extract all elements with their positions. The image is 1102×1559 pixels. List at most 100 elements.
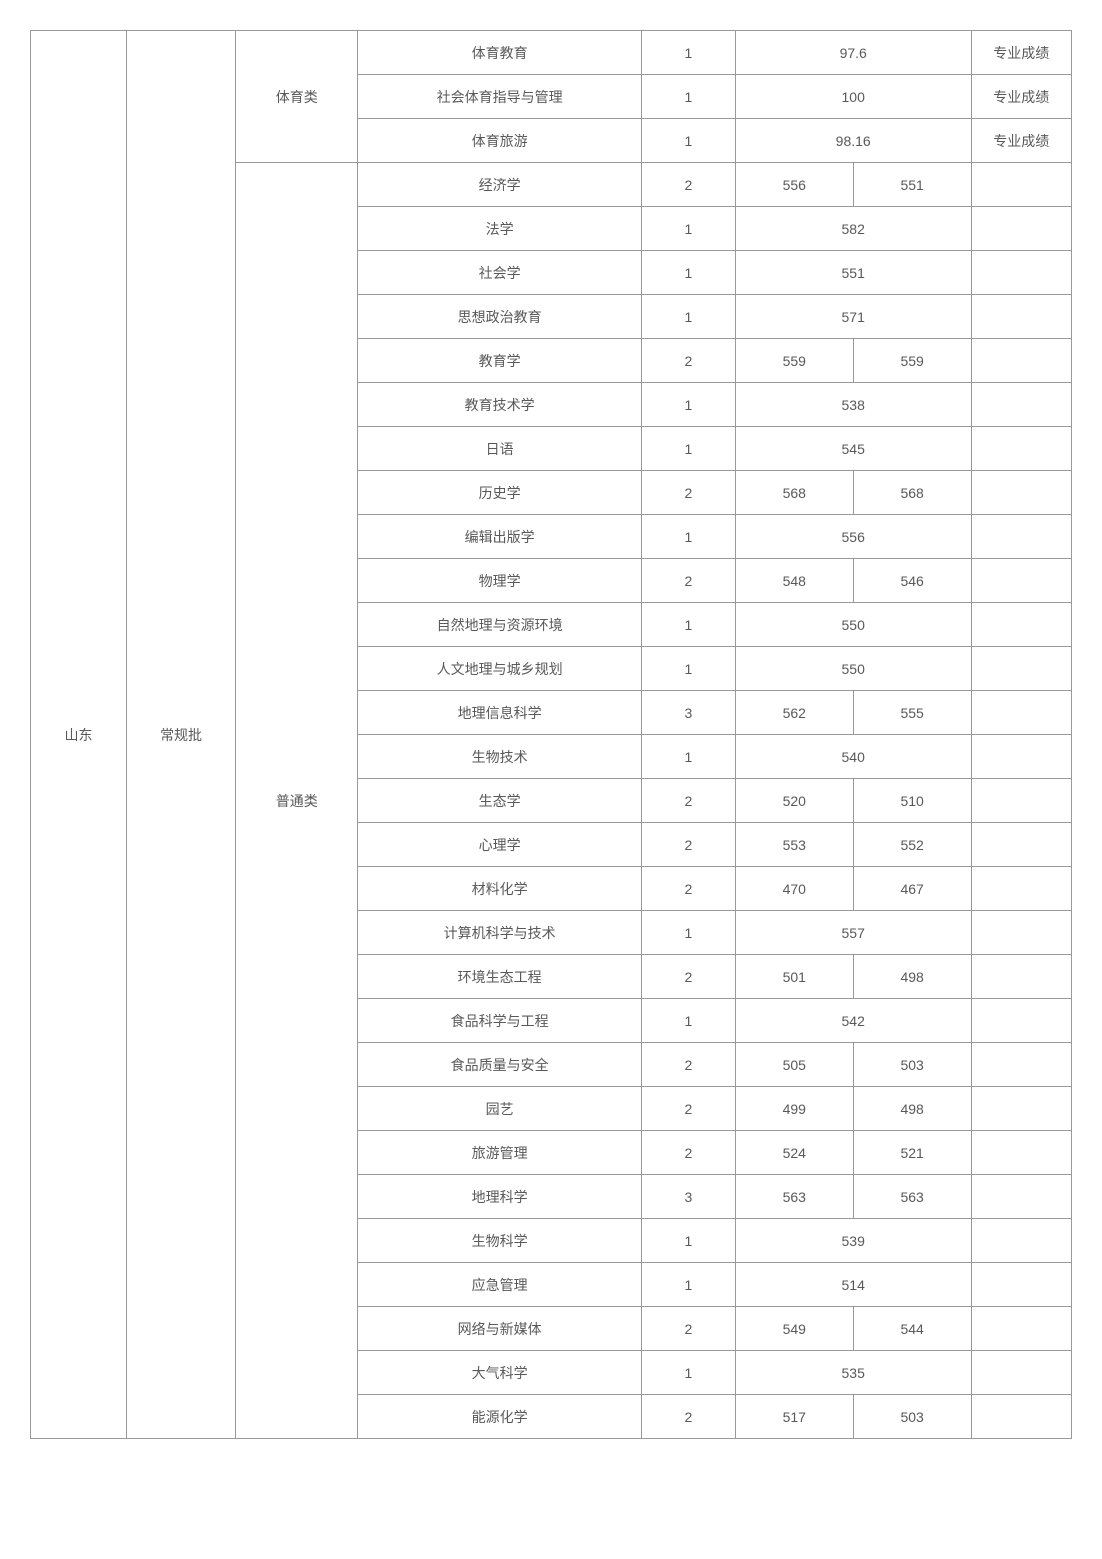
- major-cell: 地理信息科学: [358, 691, 642, 735]
- major-cell: 园艺: [358, 1087, 642, 1131]
- major-cell: 物理学: [358, 559, 642, 603]
- remark-cell: [971, 1175, 1071, 1219]
- batch-cell: 常规批: [127, 31, 236, 1439]
- score1-cell: 501: [735, 955, 853, 999]
- major-cell: 人文地理与城乡规划: [358, 647, 642, 691]
- remark-cell: [971, 251, 1071, 295]
- remark-cell: [971, 999, 1071, 1043]
- major-cell: 日语: [358, 427, 642, 471]
- major-cell: 法学: [358, 207, 642, 251]
- remark-cell: [971, 823, 1071, 867]
- count-cell: 1: [642, 207, 736, 251]
- score2-cell: 559: [853, 339, 971, 383]
- count-cell: 1: [642, 427, 736, 471]
- remark-cell: [971, 1043, 1071, 1087]
- score-merged-cell: 545: [735, 427, 971, 471]
- remark-cell: [971, 603, 1071, 647]
- table-row: 山东常规批体育类体育教育197.6专业成绩: [31, 31, 1072, 75]
- count-cell: 1: [642, 31, 736, 75]
- score1-cell: 556: [735, 163, 853, 207]
- score-merged-cell: 538: [735, 383, 971, 427]
- remark-cell: [971, 163, 1071, 207]
- score2-cell: 521: [853, 1131, 971, 1175]
- count-cell: 2: [642, 339, 736, 383]
- major-cell: 网络与新媒体: [358, 1307, 642, 1351]
- major-cell: 社会学: [358, 251, 642, 295]
- score-merged-cell: 98.16: [735, 119, 971, 163]
- remark-cell: [971, 911, 1071, 955]
- remark-cell: [971, 295, 1071, 339]
- count-cell: 1: [642, 383, 736, 427]
- major-cell: 自然地理与资源环境: [358, 603, 642, 647]
- score-merged-cell: 514: [735, 1263, 971, 1307]
- score2-cell: 498: [853, 1087, 971, 1131]
- remark-cell: [971, 779, 1071, 823]
- remark-cell: [971, 1219, 1071, 1263]
- remark-cell: [971, 559, 1071, 603]
- remark-cell: [971, 1395, 1071, 1439]
- score2-cell: 551: [853, 163, 971, 207]
- remark-cell: [971, 955, 1071, 999]
- count-cell: 2: [642, 823, 736, 867]
- count-cell: 1: [642, 75, 736, 119]
- admission-table: 山东常规批体育类体育教育197.6专业成绩社会体育指导与管理1100专业成绩体育…: [30, 30, 1072, 1439]
- score2-cell: 498: [853, 955, 971, 999]
- score1-cell: 499: [735, 1087, 853, 1131]
- count-cell: 1: [642, 735, 736, 779]
- score-merged-cell: 542: [735, 999, 971, 1043]
- major-cell: 教育技术学: [358, 383, 642, 427]
- remark-cell: [971, 427, 1071, 471]
- remark-cell: [971, 339, 1071, 383]
- count-cell: 2: [642, 1087, 736, 1131]
- score2-cell: 503: [853, 1043, 971, 1087]
- major-cell: 生态学: [358, 779, 642, 823]
- count-cell: 2: [642, 779, 736, 823]
- count-cell: 1: [642, 119, 736, 163]
- count-cell: 2: [642, 163, 736, 207]
- score1-cell: 549: [735, 1307, 853, 1351]
- major-cell: 教育学: [358, 339, 642, 383]
- count-cell: 1: [642, 647, 736, 691]
- remark-cell: [971, 383, 1071, 427]
- score1-cell: 568: [735, 471, 853, 515]
- remark-cell: [971, 647, 1071, 691]
- major-cell: 生物技术: [358, 735, 642, 779]
- remark-cell: [971, 1263, 1071, 1307]
- score-merged-cell: 551: [735, 251, 971, 295]
- remark-cell: [971, 207, 1071, 251]
- score-merged-cell: 557: [735, 911, 971, 955]
- major-cell: 编辑出版学: [358, 515, 642, 559]
- count-cell: 2: [642, 471, 736, 515]
- count-cell: 1: [642, 1351, 736, 1395]
- score2-cell: 552: [853, 823, 971, 867]
- major-cell: 大气科学: [358, 1351, 642, 1395]
- count-cell: 2: [642, 955, 736, 999]
- count-cell: 1: [642, 999, 736, 1043]
- count-cell: 2: [642, 1131, 736, 1175]
- remark-cell: [971, 1351, 1071, 1395]
- major-cell: 社会体育指导与管理: [358, 75, 642, 119]
- count-cell: 1: [642, 295, 736, 339]
- major-cell: 能源化学: [358, 1395, 642, 1439]
- remark-cell: [971, 1307, 1071, 1351]
- remark-cell: 专业成绩: [971, 31, 1071, 75]
- score-merged-cell: 97.6: [735, 31, 971, 75]
- score1-cell: 562: [735, 691, 853, 735]
- count-cell: 1: [642, 603, 736, 647]
- count-cell: 1: [642, 911, 736, 955]
- remark-cell: [971, 867, 1071, 911]
- score2-cell: 563: [853, 1175, 971, 1219]
- major-cell: 生物科学: [358, 1219, 642, 1263]
- major-cell: 计算机科学与技术: [358, 911, 642, 955]
- score-merged-cell: 550: [735, 603, 971, 647]
- score1-cell: 505: [735, 1043, 853, 1087]
- count-cell: 3: [642, 1175, 736, 1219]
- remark-cell: [971, 515, 1071, 559]
- score1-cell: 517: [735, 1395, 853, 1439]
- score1-cell: 563: [735, 1175, 853, 1219]
- score1-cell: 524: [735, 1131, 853, 1175]
- count-cell: 2: [642, 1043, 736, 1087]
- score-merged-cell: 571: [735, 295, 971, 339]
- score1-cell: 553: [735, 823, 853, 867]
- score-merged-cell: 540: [735, 735, 971, 779]
